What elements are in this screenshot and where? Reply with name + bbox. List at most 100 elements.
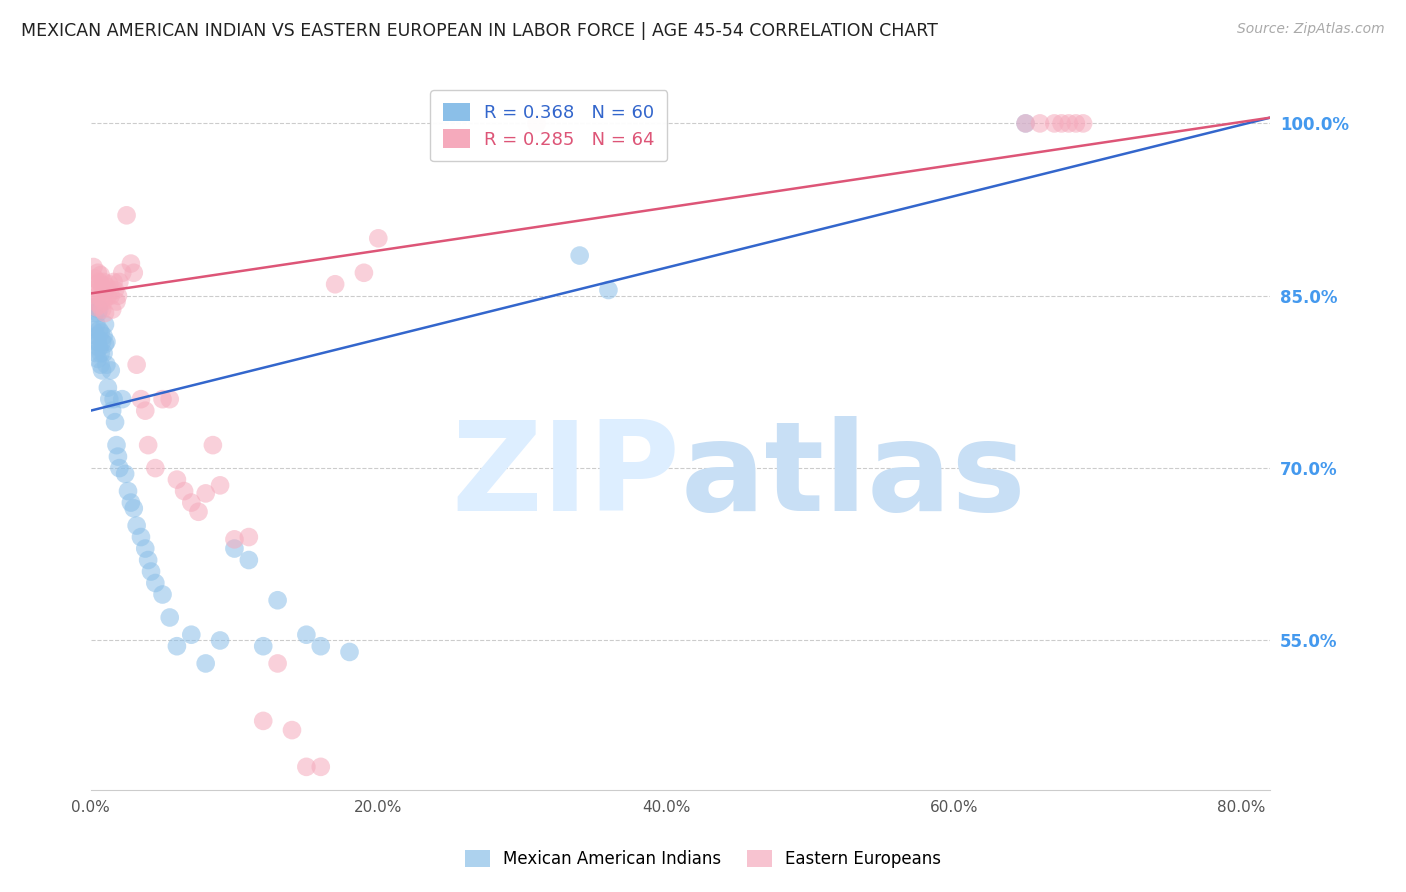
Point xyxy=(295,760,318,774)
Point xyxy=(86,346,108,360)
Point xyxy=(111,392,134,406)
Point xyxy=(1064,116,1087,130)
Point xyxy=(117,484,139,499)
Point xyxy=(90,326,112,340)
Point xyxy=(129,530,152,544)
Text: MEXICAN AMERICAN INDIAN VS EASTERN EUROPEAN IN LABOR FORCE | AGE 45-54 CORRELATI: MEXICAN AMERICAN INDIAN VS EASTERN EUROP… xyxy=(21,22,938,40)
Point xyxy=(87,334,110,349)
Point xyxy=(1043,116,1066,130)
Point xyxy=(91,302,114,317)
Point xyxy=(120,495,142,509)
Point xyxy=(82,260,104,274)
Point xyxy=(252,639,274,653)
Point xyxy=(136,438,159,452)
Point xyxy=(115,208,138,222)
Point xyxy=(104,415,127,429)
Point xyxy=(84,271,107,285)
Point xyxy=(224,533,246,547)
Point xyxy=(139,565,162,579)
Point xyxy=(129,392,152,406)
Point xyxy=(86,277,108,292)
Point xyxy=(87,351,110,366)
Point xyxy=(97,289,120,303)
Point xyxy=(98,392,121,406)
Point xyxy=(209,478,232,492)
Point xyxy=(86,318,108,332)
Point xyxy=(238,553,260,567)
Point xyxy=(134,403,156,417)
Point xyxy=(100,363,122,377)
Point xyxy=(90,346,112,360)
Point xyxy=(87,266,110,280)
Point xyxy=(90,268,112,282)
Point xyxy=(94,337,117,351)
Point xyxy=(87,306,110,320)
Point xyxy=(90,291,112,305)
Point xyxy=(201,438,224,452)
Point xyxy=(323,277,346,292)
Point xyxy=(89,302,111,317)
Point xyxy=(159,610,181,624)
Point xyxy=(194,657,217,671)
Point xyxy=(111,266,134,280)
Point xyxy=(90,358,112,372)
Point xyxy=(84,294,107,309)
Point xyxy=(266,657,288,671)
Point xyxy=(96,358,118,372)
Point xyxy=(103,275,125,289)
Text: ZIP: ZIP xyxy=(451,416,681,537)
Point xyxy=(93,346,115,360)
Point xyxy=(209,633,232,648)
Point xyxy=(93,329,115,343)
Point xyxy=(295,628,318,642)
Point xyxy=(82,300,104,314)
Point xyxy=(166,639,188,653)
Point xyxy=(94,283,117,297)
Point xyxy=(105,438,128,452)
Point xyxy=(309,760,332,774)
Point xyxy=(82,283,104,297)
Point xyxy=(103,392,125,406)
Point xyxy=(93,294,115,309)
Point xyxy=(98,277,121,292)
Point xyxy=(1014,116,1036,130)
Point xyxy=(180,495,202,509)
Point xyxy=(100,289,122,303)
Point xyxy=(281,723,304,737)
Point xyxy=(194,486,217,500)
Point xyxy=(309,639,332,653)
Point xyxy=(91,363,114,377)
Point xyxy=(136,553,159,567)
Point xyxy=(96,334,118,349)
Point xyxy=(1057,116,1080,130)
Point xyxy=(122,266,145,280)
Point xyxy=(143,461,166,475)
Point xyxy=(526,116,548,130)
Text: Source: ZipAtlas.com: Source: ZipAtlas.com xyxy=(1237,22,1385,37)
Point xyxy=(353,266,375,280)
Point xyxy=(89,275,111,289)
Point xyxy=(187,505,209,519)
Point xyxy=(1014,116,1036,130)
Point xyxy=(339,645,361,659)
Point xyxy=(93,275,115,289)
Point xyxy=(166,473,188,487)
Point xyxy=(84,306,107,320)
Point xyxy=(568,248,591,262)
Point xyxy=(89,298,111,312)
Point xyxy=(101,302,124,317)
Point xyxy=(120,256,142,270)
Point xyxy=(101,403,124,417)
Point xyxy=(86,300,108,314)
Point xyxy=(152,587,174,601)
Point xyxy=(107,289,129,303)
Point xyxy=(97,381,120,395)
Point xyxy=(1029,116,1052,130)
Point xyxy=(122,501,145,516)
Point xyxy=(252,714,274,728)
Point xyxy=(89,323,111,337)
Point xyxy=(125,358,148,372)
Text: atlas: atlas xyxy=(681,416,1026,537)
Point xyxy=(108,461,131,475)
Point xyxy=(1050,116,1073,130)
